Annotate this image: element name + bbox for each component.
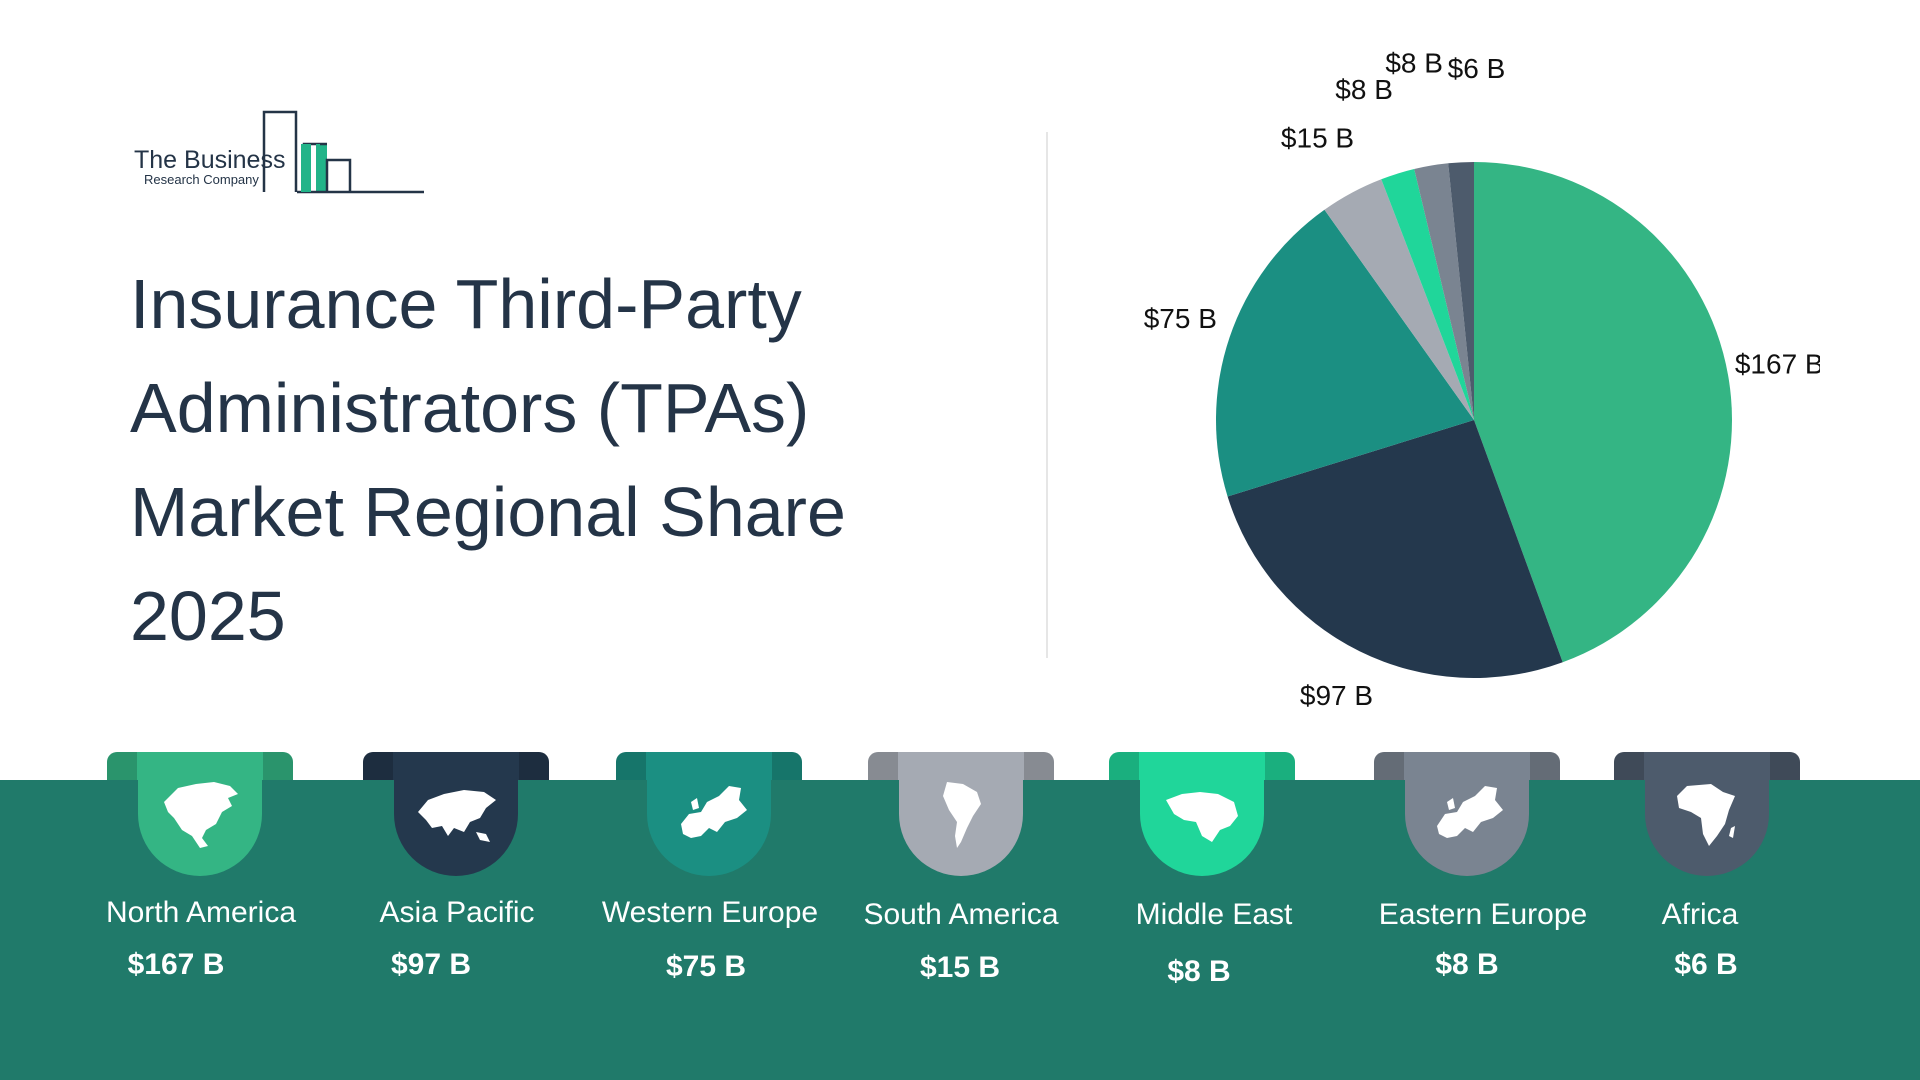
south-america-map-icon [943,782,981,848]
pie-slice-africa [1448,162,1474,420]
pie-slice-western-europe [1216,209,1474,497]
middle-east-map-icon [1166,792,1238,842]
region-badge-western-europe [647,752,771,876]
region-value: $15 B [919,951,1001,984]
region-name: Middle East [1135,898,1293,931]
pie-slice-south-america [1324,179,1474,420]
logo-text-line2: Research Company [144,172,259,187]
asia-map-icon [418,790,496,842]
region-value: $167 B [127,948,225,981]
region-value: $8 B [1435,948,1499,981]
logo-text-line1: The Business [134,146,286,174]
region-badge-north-america [138,752,262,876]
north-america-map-icon [164,782,238,848]
pie-data-label: $167 B [1735,348,1820,379]
divider [1046,132,1048,658]
eastern-europe-map-icon [1437,786,1503,838]
pie-slice-asia-pacific [1227,420,1563,678]
regional-share-pie-chart: $167 B$97 B$75 B$15 B$8 B$8 B $6 B [1144,47,1820,711]
pie-data-label: $15 B [1281,122,1354,153]
pie-data-label: $75 B [1144,303,1217,334]
pie-data-label: $8 B [1385,47,1443,78]
pie-data-label: $97 B [1300,680,1373,711]
pie-slice-eastern-europe [1414,163,1474,420]
region-badge-eastern-europe [1405,752,1529,876]
logo-buildings-icon [262,110,424,194]
region-badge-africa [1645,752,1769,876]
region-value: $6 B [1674,948,1738,981]
region-name: North America [105,896,297,929]
pie-slice-middle-east [1381,169,1474,420]
region-name: South America [863,898,1059,931]
pie-data-label: $6 B [1448,53,1506,84]
region-badge-asia-pacific [394,752,518,876]
company-logo: The Business Research Company [134,108,424,198]
page-title: Insurance Third-Party Administrators (TP… [130,265,846,655]
region-name: Asia Pacific [379,896,535,929]
region-value: $75 B [665,950,747,983]
region-name: Eastern Europe [1378,898,1588,931]
region-badge-middle-east [1140,752,1264,876]
western-europe-map-icon [681,786,747,838]
pie-slice-north-america [1474,162,1732,663]
region-name: Western Europe [601,896,819,929]
region-value: $8 B [1167,955,1231,988]
region-badge-south-america [899,752,1023,876]
pie-data-label: $8 B [1335,74,1393,105]
africa-map-icon [1677,784,1735,846]
region-value: $97 B [390,948,472,981]
region-name: Africa [1661,898,1739,931]
